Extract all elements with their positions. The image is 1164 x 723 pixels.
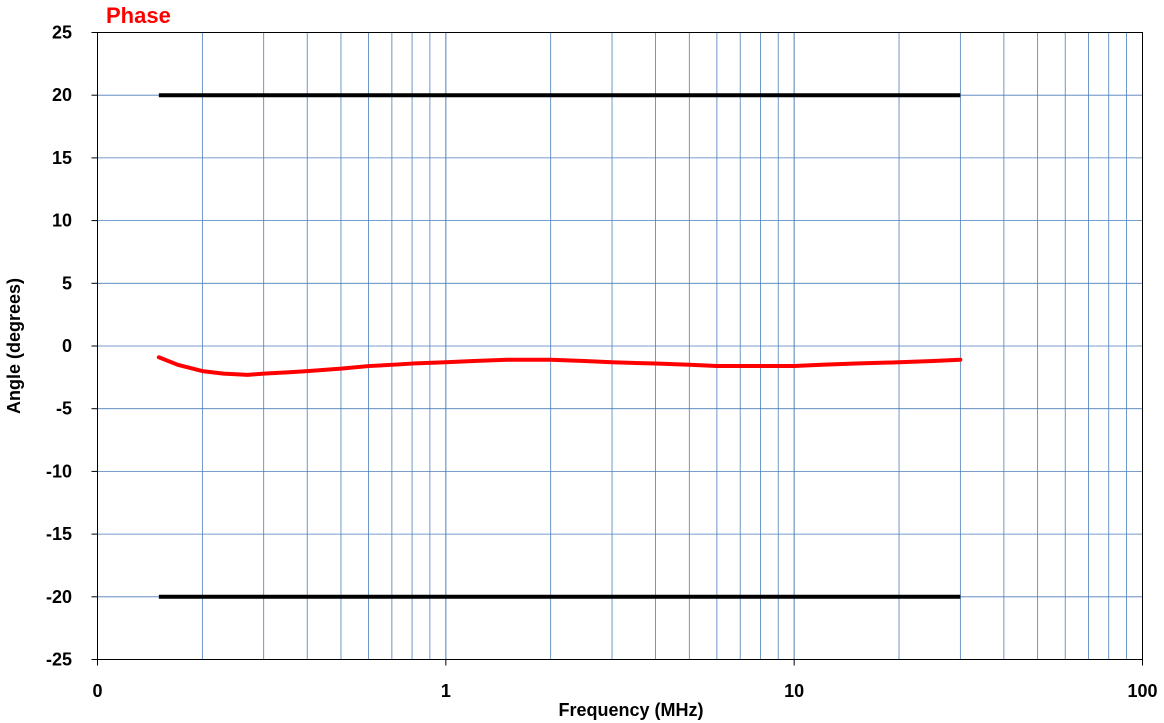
y-tick-label: -25 xyxy=(46,650,72,670)
y-tick-label: 5 xyxy=(62,273,72,293)
x-tick-label: 10 xyxy=(784,681,804,701)
y-tick-label: 25 xyxy=(52,23,72,43)
phase-line xyxy=(156,355,963,377)
y-tick-labels: 25 20 15 10 5 0 -5 -10 -15 -20 -25 xyxy=(46,23,98,670)
y-tick-label: 0 xyxy=(62,336,72,356)
y-tick-label: -20 xyxy=(46,587,72,607)
x-tick-label: 1 xyxy=(441,681,451,701)
y-tick-label: 10 xyxy=(52,211,72,231)
x-tick-labels: 0 1 10 100 xyxy=(92,659,1158,701)
y-axis-label: Angle (degrees) xyxy=(4,278,24,414)
y-tick-label: 20 xyxy=(52,85,72,105)
limit-lines xyxy=(158,93,961,599)
x-tick-label: 0 xyxy=(92,681,102,701)
x-tick-label: 100 xyxy=(1127,681,1157,701)
y-tick-label: -10 xyxy=(46,461,72,481)
grid xyxy=(97,32,1143,660)
y-tick-label: 15 xyxy=(52,148,72,168)
chart-title: Phase xyxy=(106,3,171,28)
x-axis-label: Frequency (MHz) xyxy=(558,700,703,720)
y-tick-label: -15 xyxy=(46,524,72,544)
y-tick-label: -5 xyxy=(56,399,72,419)
phase-series xyxy=(156,355,963,377)
